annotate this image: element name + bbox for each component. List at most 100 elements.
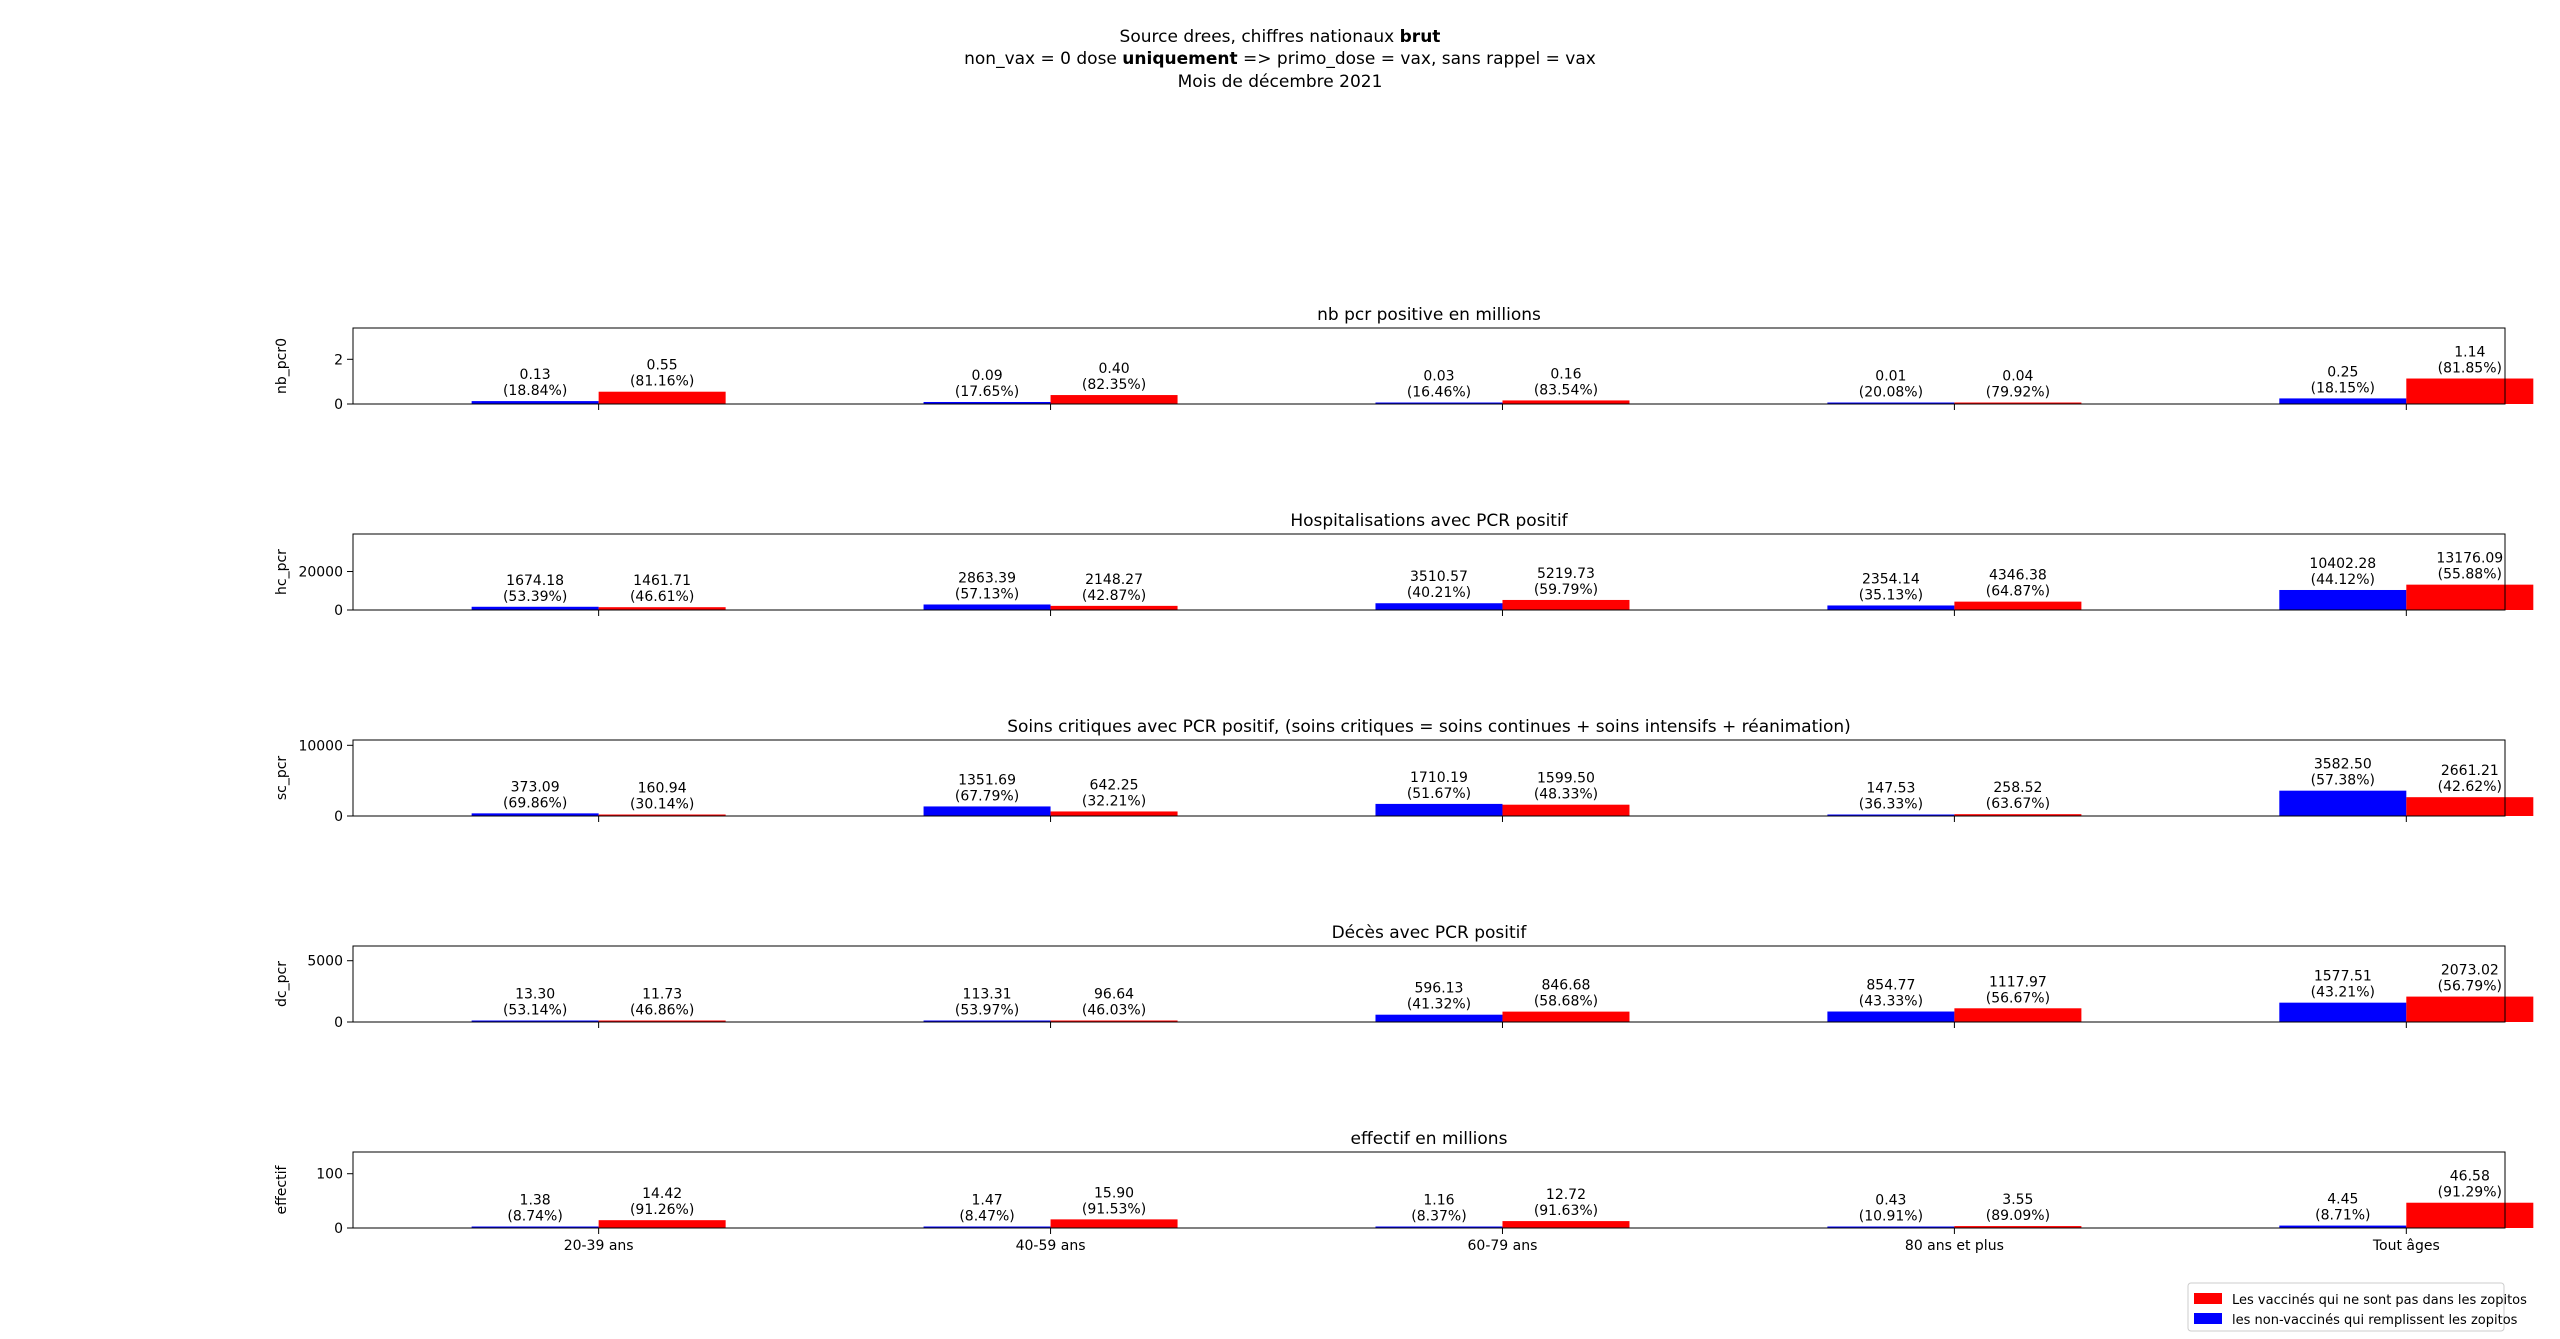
data-label-pct: (40.21%) [1407, 585, 1471, 601]
data-label: 642.25 [1090, 777, 1139, 793]
bar-non-vax [471, 1226, 599, 1228]
chart-panel: Soins critiques avec PCR positif, (soins… [274, 717, 2534, 825]
bar-vax [1954, 402, 2082, 404]
data-label: 147.53 [1866, 781, 1915, 797]
data-label: 1461.71 [633, 573, 691, 589]
axes-frame [352, 533, 2506, 611]
bar-vax [2406, 797, 2534, 816]
data-label: 15.90 [1094, 1185, 1134, 1201]
bar-non-vax [471, 401, 599, 404]
data-label: 258.52 [1993, 780, 2042, 796]
bar-non-vax [471, 813, 599, 816]
y-tick-label: 0 [334, 1015, 343, 1031]
data-label-pct: (91.26%) [630, 1202, 694, 1218]
bar-non-vax [923, 401, 1051, 404]
data-label: 854.77 [1866, 978, 1915, 994]
data-label-pct: (89.09%) [1986, 1208, 2050, 1224]
bar-vax [598, 814, 726, 816]
data-label: 846.68 [1541, 978, 1590, 994]
bar-vax [1502, 400, 1630, 404]
data-label-pct: (18.84%) [503, 383, 567, 399]
data-label-pct: (56.67%) [1986, 990, 2050, 1006]
panel-title: nb pcr positive en millions [1317, 305, 1541, 325]
bar-non-vax [2279, 589, 2407, 610]
y-tick-label: 0 [334, 1221, 343, 1237]
data-label-pct: (46.03%) [1082, 1003, 1146, 1019]
data-label: 11.73 [642, 987, 682, 1003]
data-label-pct: (69.86%) [503, 795, 567, 811]
data-label-pct: (48.33%) [1534, 787, 1598, 803]
data-label-pct: (53.97%) [955, 1003, 1019, 1019]
data-label: 1.38 [520, 1193, 551, 1209]
data-label: 1674.18 [506, 573, 564, 589]
data-label-pct: (79.92%) [1986, 385, 2050, 401]
bar-vax [598, 391, 726, 404]
axes-frame [352, 739, 2506, 817]
data-label-pct: (81.85%) [2438, 361, 2502, 377]
y-tick-label: 2 [334, 352, 343, 368]
data-label-pct: (18.15%) [2311, 380, 2375, 396]
chart-panels: nb pcr positive en millions nb_pcr0 0 2 0.13… [274, 305, 2534, 1254]
data-label: 2148.27 [1085, 572, 1143, 588]
panel-title: Décès avec PCR positif [1332, 923, 1528, 943]
bar-vax [1502, 1221, 1630, 1228]
data-label: 2661.21 [2441, 763, 2499, 779]
data-label-pct: (63.67%) [1986, 796, 2050, 812]
bar-non-vax [1827, 814, 1955, 816]
data-label-pct: (91.63%) [1534, 1203, 1598, 1219]
bar-non-vax [1827, 1226, 1955, 1228]
bar-vax [1954, 601, 2082, 610]
y-tick-label: 10000 [298, 738, 343, 754]
data-label: 0.13 [520, 367, 551, 383]
bar-non-vax [923, 806, 1051, 816]
bar-vax [1954, 1008, 2082, 1022]
data-label: 13176.09 [2436, 551, 2503, 567]
data-label: 2354.14 [1862, 571, 1920, 587]
header-line-1-bold: brut [1400, 27, 1441, 47]
y-tick-label: 0 [334, 603, 343, 619]
y-axis-label: dc_pcr [274, 961, 290, 1007]
bar-vax [1502, 804, 1630, 816]
y-axis-label: nb_pcr0 [274, 338, 290, 394]
bar-vax [1050, 395, 1178, 404]
y-tick-label: 100 [316, 1167, 343, 1183]
data-label-pct: (83.54%) [1534, 382, 1598, 398]
data-label: 14.42 [642, 1186, 682, 1202]
data-label: 12.72 [1546, 1187, 1586, 1203]
data-label: 1.14 [2454, 345, 2485, 361]
data-label-pct: (64.87%) [1986, 584, 2050, 600]
data-label-pct: (58.68%) [1534, 994, 1598, 1010]
bar-vax [1502, 1011, 1630, 1022]
data-label-pct: (20.08%) [1859, 385, 1923, 401]
bar-non-vax [2279, 1225, 2407, 1228]
chart-panel: Hospitalisations avec PCR positif hc_pcr 0… [274, 511, 2534, 619]
data-label-pct: (16.46%) [1407, 385, 1471, 401]
data-label: 2073.02 [2441, 963, 2499, 979]
x-tick-label: 40-59 ans [1016, 1238, 1086, 1254]
data-label: 0.43 [1875, 1193, 1906, 1209]
data-label-pct: (17.65%) [955, 384, 1019, 400]
data-label: 5219.73 [1537, 566, 1595, 582]
bar-vax [598, 607, 726, 610]
bar-non-vax [923, 1020, 1051, 1022]
data-label-pct: (51.67%) [1407, 786, 1471, 802]
data-label: 373.09 [511, 779, 560, 795]
data-label-pct: (8.47%) [959, 1209, 1014, 1225]
data-label-pct: (53.39%) [503, 589, 567, 605]
data-label: 113.31 [963, 987, 1012, 1003]
data-label: 0.55 [647, 358, 678, 374]
data-label: 3.55 [2002, 1192, 2033, 1208]
data-label: 1710.19 [1410, 770, 1468, 786]
data-label-pct: (81.16%) [630, 374, 694, 390]
chart-panel: Décès avec PCR positifdc_pcr0500013.30(5… [274, 923, 2534, 1031]
panel-title: effectif en millions [1351, 1129, 1508, 1149]
bar-vax [1050, 1219, 1178, 1228]
x-tick-label: 60-79 ans [1468, 1238, 1538, 1254]
data-label: 1117.97 [1989, 974, 2047, 990]
y-tick-label: 5000 [307, 954, 343, 970]
bar-non-vax [471, 1020, 599, 1022]
data-label: 10402.28 [2309, 556, 2376, 572]
header-line-2-text: non_vax = 0 dose [964, 49, 1122, 69]
x-tick-label: 80 ans et plus [1905, 1238, 2004, 1254]
